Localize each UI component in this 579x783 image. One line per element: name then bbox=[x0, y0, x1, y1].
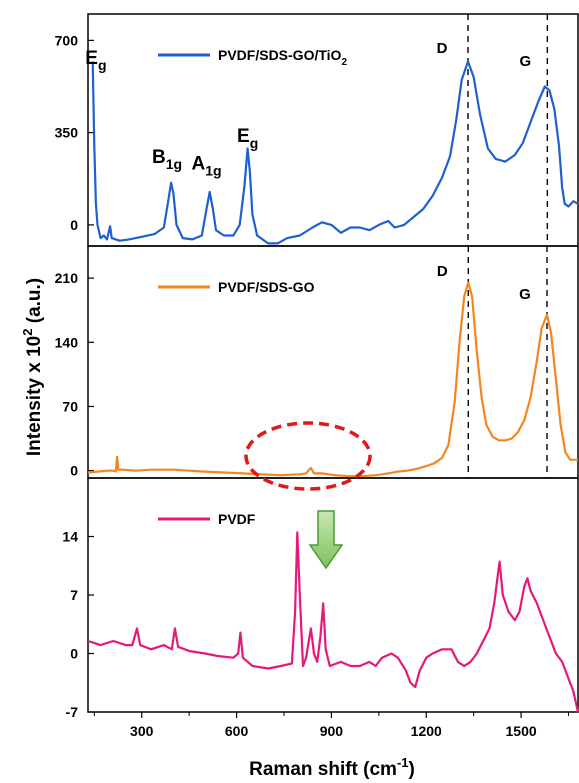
legend-label-text: PVDF bbox=[218, 511, 256, 527]
mode-label-sub: 1g bbox=[205, 163, 221, 179]
mode-label-base: B bbox=[152, 147, 166, 168]
x-tick-label: 300 bbox=[130, 723, 154, 739]
legend-label-sub: 2 bbox=[341, 57, 347, 68]
legend-label: PVDF bbox=[218, 511, 256, 527]
peak-label-G: G bbox=[519, 286, 531, 303]
x-axis-title-end: ) bbox=[409, 759, 415, 780]
mode-label-base: E bbox=[237, 126, 250, 147]
series-line-top bbox=[91, 60, 579, 245]
y-tick-label: -7 bbox=[66, 704, 79, 720]
peak-label-D: D bbox=[437, 263, 448, 280]
y-tick-label: 0 bbox=[70, 463, 78, 479]
peak-label-D: D bbox=[437, 40, 448, 57]
x-axis-title: Raman shift (cm-1) bbox=[249, 755, 415, 780]
legend-label: PVDF/SDS-GO bbox=[218, 279, 315, 295]
y-axis-title-sup: 2 bbox=[20, 329, 35, 336]
mode-label-sub: 1g bbox=[166, 156, 182, 172]
panel-frame bbox=[87, 245, 579, 479]
mode-label-sub: g bbox=[250, 135, 259, 151]
mode-label: A1g bbox=[192, 154, 222, 179]
x-tick-label: 600 bbox=[225, 723, 249, 739]
mode-label-sub: g bbox=[98, 57, 107, 73]
overlay-layer bbox=[244, 421, 372, 570]
series-line-middle bbox=[87, 281, 578, 478]
y-axis-title-end: (a.u.) bbox=[24, 278, 45, 329]
mode-label-base: E bbox=[85, 48, 98, 69]
peak-label-G: G bbox=[519, 53, 531, 70]
y-tick-label: 210 bbox=[55, 270, 79, 286]
y-tick-label: 0 bbox=[70, 217, 78, 233]
down-arrow-icon bbox=[308, 510, 344, 570]
x-tick-label: 900 bbox=[320, 723, 344, 739]
mode-label: Eg bbox=[85, 48, 106, 73]
x-tick-label: 1500 bbox=[506, 723, 537, 739]
x-tick-label: 1200 bbox=[411, 723, 442, 739]
y-tick-label: 700 bbox=[55, 32, 79, 48]
legend-label: PVDF/SDS-GO/TiO2 bbox=[218, 47, 347, 68]
highlight-ellipse bbox=[244, 421, 372, 491]
x-axis-title-sup: -1 bbox=[397, 755, 409, 770]
y-tick-label: 140 bbox=[55, 334, 79, 350]
mode-label-base: A bbox=[192, 154, 206, 175]
y-axis-title: Intensity x 102 (a.u.) bbox=[20, 278, 45, 456]
mode-label: Eg bbox=[237, 126, 258, 151]
legend-label-text: PVDF/SDS-GO bbox=[218, 279, 315, 295]
panel-bottom: -7 0 7 14 PVDF bbox=[62, 477, 579, 720]
y-axis-title-text: Intensity x 10 bbox=[24, 336, 45, 456]
y-tick-label: 14 bbox=[62, 529, 78, 545]
y-tick-label: 350 bbox=[55, 125, 79, 141]
mode-label: B1g bbox=[152, 147, 182, 172]
x-axis-title-text: Raman shift (cm bbox=[249, 759, 397, 780]
y-tick-label: 70 bbox=[62, 398, 78, 414]
y-tick-label: 0 bbox=[70, 646, 78, 662]
y-tick-label: 7 bbox=[70, 587, 78, 603]
series-line-bottom bbox=[87, 531, 579, 713]
legend-label-text: PVDF/SDS-GO/TiO bbox=[218, 47, 342, 63]
panel-middle: 0 70 140 210 PVDF/SDS-GO D G bbox=[55, 245, 579, 479]
